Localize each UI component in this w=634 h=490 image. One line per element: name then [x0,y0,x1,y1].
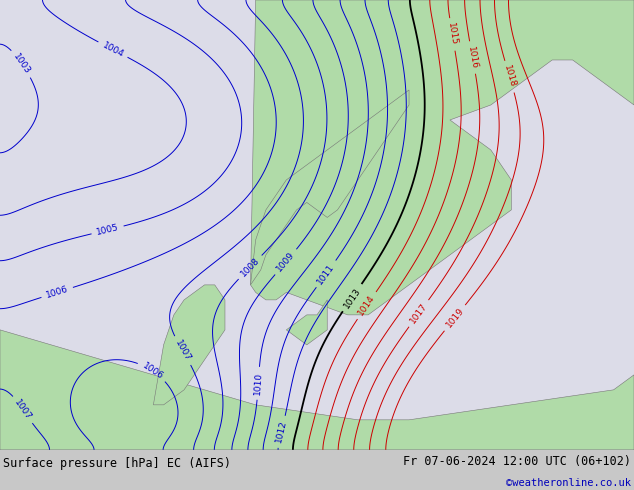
Text: 1013: 1013 [342,286,363,310]
Text: 1010: 1010 [253,371,264,395]
Text: 1005: 1005 [95,223,120,237]
Polygon shape [287,300,327,345]
Text: 1003: 1003 [11,51,32,75]
Text: 1011: 1011 [316,262,337,286]
Polygon shape [153,285,225,405]
Text: 1007: 1007 [13,398,33,421]
Text: 1009: 1009 [275,250,297,273]
Text: ©weatheronline.co.uk: ©weatheronline.co.uk [506,478,631,488]
Text: 1016: 1016 [466,46,479,70]
Polygon shape [0,330,634,450]
Text: 1019: 1019 [444,306,465,330]
Text: 1006: 1006 [45,285,70,300]
Text: Fr 07-06-2024 12:00 UTC (06+102): Fr 07-06-2024 12:00 UTC (06+102) [403,455,631,467]
Text: 1014: 1014 [356,294,377,318]
Text: 1018: 1018 [502,64,517,89]
Text: 1004: 1004 [101,40,125,59]
Text: 1015: 1015 [446,23,458,47]
Text: 1017: 1017 [408,301,429,325]
Text: 1006: 1006 [140,361,165,381]
Text: 1007: 1007 [173,339,192,363]
Text: 1008: 1008 [239,256,261,278]
Polygon shape [250,0,634,315]
Text: 1012: 1012 [275,419,288,444]
Text: Surface pressure [hPa] EC (AIFS): Surface pressure [hPa] EC (AIFS) [3,457,231,470]
Polygon shape [250,90,409,285]
